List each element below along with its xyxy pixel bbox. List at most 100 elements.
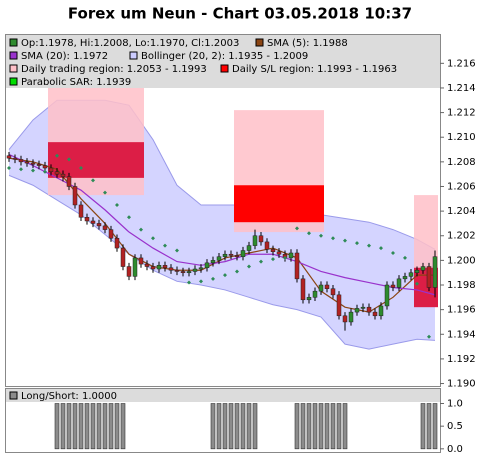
candle-body — [168, 267, 174, 271]
y-tick-label: 1.200 — [447, 255, 476, 266]
sar-dot — [67, 157, 71, 162]
sar-dot — [31, 168, 35, 173]
candle-body — [150, 266, 156, 270]
legend-swatch — [9, 38, 18, 47]
sar-dot — [403, 255, 407, 260]
sar-dot — [295, 226, 299, 231]
candle-body — [156, 265, 162, 270]
y-tick-label: 1.208 — [447, 157, 476, 168]
y-tick-label: 0.0 — [447, 444, 463, 455]
long-short-bar — [216, 403, 222, 450]
candle-body — [222, 253, 228, 257]
candle-body — [36, 164, 42, 166]
sar-dot — [175, 248, 179, 253]
sar-dot — [55, 153, 59, 158]
candle-body — [144, 263, 150, 267]
sar-dot — [379, 246, 383, 251]
candle-body — [288, 252, 294, 259]
sar-dot — [103, 190, 107, 195]
long-short-bar — [426, 403, 432, 450]
candle-body — [366, 306, 372, 313]
candle-body — [294, 252, 300, 280]
long-short-bar — [120, 403, 126, 450]
long-short-bar — [294, 403, 300, 450]
candle-body — [102, 225, 108, 230]
candle-body — [234, 255, 240, 257]
y-tick-label: 1.194 — [447, 329, 476, 340]
y-tick-label: 1.206 — [447, 181, 476, 192]
sar-dot — [139, 227, 143, 232]
candle-body — [192, 268, 198, 272]
candle-body — [258, 235, 264, 243]
sar-dot — [259, 259, 263, 264]
overlay: 1.190 1.192 1.194 1.196 1.198 1.200 1.202 1.204… — [5, 35, 476, 455]
long-short-bar — [240, 403, 246, 450]
candle-body — [72, 186, 78, 206]
candle-body — [108, 229, 114, 239]
candle-body — [24, 161, 30, 164]
candle-body — [432, 256, 438, 288]
candle-body — [60, 173, 66, 177]
y-tick-label: 1.198 — [447, 280, 476, 291]
candle-body — [312, 290, 318, 298]
candle-body — [42, 165, 48, 169]
candle-body — [138, 257, 144, 265]
candle-body — [18, 159, 24, 163]
legend-swatch — [129, 51, 138, 60]
chart-title: Forex um Neun - Chart 03.05.2018 10:37 — [68, 5, 412, 23]
candle-body — [324, 284, 330, 289]
long-short-bar — [66, 403, 72, 450]
legend-label: SMA (5): 1.1988 — [267, 38, 348, 49]
sar-dot — [91, 178, 95, 183]
sar-dot — [283, 255, 287, 260]
long-short-bar — [342, 403, 348, 450]
candle-body — [390, 284, 396, 288]
sar-dot — [127, 215, 131, 220]
y-tick-label: 1.214 — [447, 83, 476, 94]
candle-body — [162, 265, 168, 269]
legend-swatch — [9, 391, 18, 400]
long-short-bar — [96, 403, 102, 450]
legend-label: Long/Short: 1.0000 — [21, 391, 117, 402]
long-short-bar — [306, 403, 312, 450]
sar-dot — [427, 334, 431, 339]
y-tick-label: 1.210 — [447, 132, 476, 143]
candle-body — [210, 260, 216, 264]
y-tick-label: 1.196 — [447, 305, 476, 316]
candle-body — [30, 162, 36, 165]
legend-label: Daily S/L region: 1.1993 - 1.1963 — [232, 64, 397, 75]
sar-dot — [43, 169, 47, 174]
sar-dot — [79, 166, 83, 171]
candle-body — [318, 284, 324, 292]
candle-body — [396, 278, 402, 288]
candle-body — [408, 272, 414, 277]
candle-body — [384, 284, 390, 307]
candle-body — [198, 267, 204, 270]
legend-label: Daily trading region: 1.2053 - 1.1993 — [21, 64, 207, 75]
long-short-bar — [90, 403, 96, 450]
sar-dot — [367, 243, 371, 248]
indicator-line — [8, 153, 436, 296]
candle-body — [132, 257, 138, 277]
candle-body — [348, 311, 354, 323]
candle-body — [66, 176, 72, 187]
legend-bg — [6, 35, 440, 88]
long-short-bar — [84, 403, 90, 450]
legend-label: Parabolic SAR: 1.1939 — [21, 77, 131, 88]
long-short-bar — [420, 403, 426, 450]
legend-label: SMA (20): 1.1972 — [21, 51, 108, 62]
candle-body — [354, 308, 360, 313]
long-short-bar — [72, 403, 78, 450]
long-short-bar — [54, 403, 60, 450]
long-short-bar — [78, 403, 84, 450]
sar-dot — [199, 279, 203, 284]
legend-label: Bollinger (20, 2): 1.1935 - 1.2009 — [141, 51, 308, 62]
candle-body — [96, 223, 102, 227]
candle-body — [54, 171, 60, 175]
long-short-bar — [60, 403, 66, 450]
candle-body — [228, 253, 234, 256]
sar-dot — [115, 202, 119, 207]
legend-swatch — [9, 77, 18, 86]
long-short-bar — [228, 403, 234, 450]
long-short-bar — [246, 403, 252, 450]
